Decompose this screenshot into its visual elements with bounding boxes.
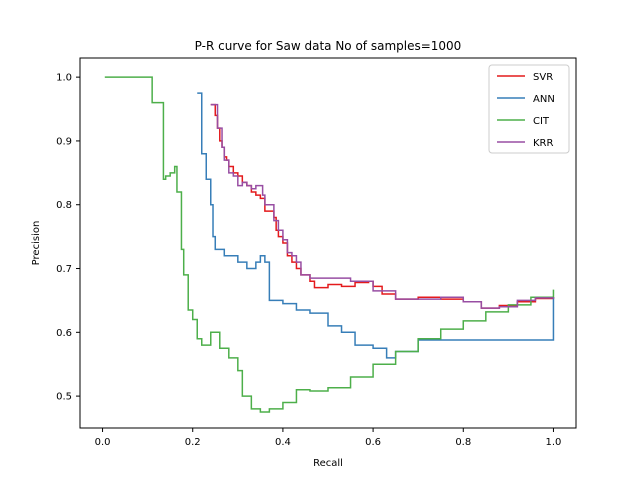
y-tick-label: 0.6 bbox=[56, 328, 72, 339]
legend-label: CIT bbox=[533, 116, 550, 127]
legend-label: KRR bbox=[533, 138, 554, 149]
x-axis: 0.0 0.2 0.4 0.6 0.8 1.0 bbox=[95, 428, 562, 448]
y-axis: 0.5 0.6 0.7 0.8 0.9 1.0 bbox=[56, 73, 80, 403]
x-tick-label: 0.0 bbox=[95, 437, 111, 448]
y-tick-label: 0.9 bbox=[56, 136, 72, 147]
chart-title: P-R curve for Saw data No of samples=100… bbox=[195, 39, 462, 53]
legend-label: SVR bbox=[533, 72, 553, 83]
plot-border bbox=[79, 57, 577, 429]
legend: SVR ANN CIT KRR bbox=[488, 64, 570, 154]
y-axis-label: Precision bbox=[31, 221, 42, 266]
x-tick-label: 0.6 bbox=[365, 437, 381, 448]
series-line-krr bbox=[210, 103, 555, 309]
legend-box bbox=[488, 64, 570, 154]
x-tick-label: 0.2 bbox=[185, 437, 201, 448]
x-tick-label: 0.4 bbox=[275, 437, 291, 448]
y-tick-label: 1.0 bbox=[56, 73, 72, 84]
y-tick-label: 0.5 bbox=[56, 392, 72, 403]
series-line-cit bbox=[104, 76, 555, 413]
y-tick-label: 0.8 bbox=[56, 200, 72, 211]
x-axis-label: Recall bbox=[313, 458, 343, 469]
y-tick-label: 0.7 bbox=[56, 264, 72, 275]
legend-label: ANN bbox=[533, 94, 555, 105]
x-tick-label: 0.8 bbox=[455, 437, 471, 448]
series-layer bbox=[104, 76, 555, 413]
x-tick-label: 1.0 bbox=[546, 437, 562, 448]
series-line-ann bbox=[197, 92, 555, 359]
